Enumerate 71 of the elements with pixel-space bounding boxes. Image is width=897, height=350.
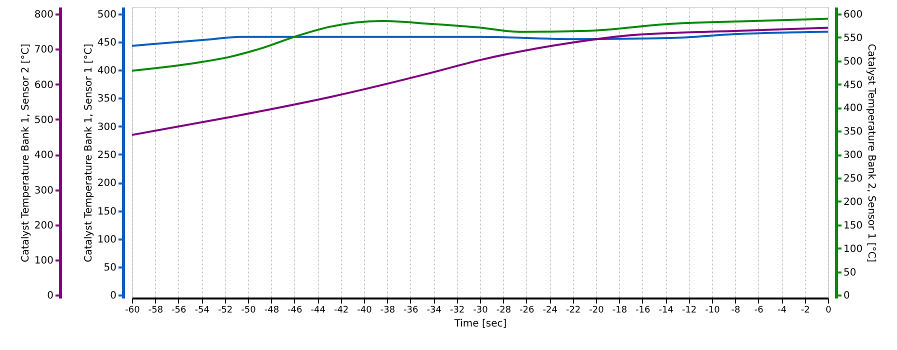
- y-tick-label: 300: [97, 122, 116, 133]
- x-tick-label: -58: [148, 306, 164, 316]
- y2-tick-label: 400: [844, 103, 863, 114]
- y3-tick-label: 300: [34, 185, 54, 196]
- y-tick-label: 0: [110, 290, 116, 302]
- y2-axis-title: Catalyst Temperature Bank 2, Sensor 1 [°C]: [866, 44, 877, 262]
- line-series: [131, 30, 829, 47]
- x-tick-label: -60: [125, 306, 140, 316]
- x-tick-label: -40: [357, 306, 372, 316]
- x-tick-label: -28: [496, 306, 512, 316]
- y3-tick-label: 200: [34, 220, 54, 232]
- x-axis-title: Time [sec]: [453, 318, 507, 330]
- x-tick-label: -38: [380, 306, 396, 316]
- y3-tick-label: 700: [34, 44, 54, 56]
- x-tick-label: -42: [334, 306, 349, 316]
- y-tick-label: 50: [104, 262, 116, 274]
- y3-tick-label: 600: [34, 80, 54, 91]
- x-tick-label: -46: [288, 306, 303, 316]
- y2-tick-label: 600: [844, 10, 863, 21]
- x-tick-label: -10: [705, 306, 720, 316]
- y-tick-label: 400: [97, 66, 116, 77]
- x-tick-label: -32: [450, 306, 465, 316]
- y2-tick-label: 550: [844, 32, 863, 44]
- line-series: [131, 18, 829, 72]
- y-tick-label: 100: [97, 234, 116, 246]
- x-tick-label: -30: [473, 306, 488, 316]
- y2-tick-label: 350: [844, 126, 863, 138]
- x-tick-label: -8: [731, 306, 740, 316]
- y-axis-title: Catalyst Temperature Bank 1, Sensor 1 [°C]: [83, 44, 94, 262]
- y-tick-label: 250: [97, 150, 116, 161]
- y-tick-label: 150: [97, 206, 116, 218]
- x-tick-label: -34: [426, 306, 442, 316]
- x-tick-label: -2: [800, 306, 810, 316]
- x-tick-label: -18: [612, 306, 628, 316]
- y2-tick-label: 100: [844, 244, 863, 255]
- y3-tick-label: 500: [34, 114, 54, 126]
- y3-tick-label: 0: [47, 290, 54, 302]
- y3-tick-label: 100: [34, 256, 54, 267]
- x-tick-label: -50: [241, 306, 256, 316]
- y3-axis-title: Catalyst Temperature Bank 1, Sensor 2 [°C]: [20, 44, 32, 262]
- y2-tick-label: 150: [844, 220, 863, 232]
- y-tick-label: 450: [97, 37, 116, 48]
- x-tick-label: -48: [264, 306, 280, 316]
- x-tick-label: -54: [194, 306, 210, 316]
- x-tick-label: -16: [636, 306, 651, 316]
- y2-tick-label: 250: [844, 174, 863, 185]
- y-tick-label: 200: [97, 178, 116, 190]
- x-tick-label: -12: [682, 306, 697, 316]
- x-tick-label: -36: [404, 306, 419, 316]
- x-tick-label: 0: [826, 306, 832, 316]
- y2-tick-label: 50: [844, 267, 856, 278]
- y3-tick-label: 400: [34, 150, 54, 162]
- y-tick-label: 350: [97, 94, 116, 105]
- x-tick-label: -56: [172, 306, 187, 316]
- x-tick-label: -44: [310, 306, 326, 316]
- x-tick-label: -52: [218, 306, 233, 316]
- x-tick-label: -4: [778, 306, 787, 316]
- x-tick-label: -26: [520, 306, 535, 316]
- y-tick-label: 500: [97, 9, 116, 20]
- y2-tick-label: 500: [844, 56, 863, 68]
- y2-tick-label: 300: [844, 150, 863, 162]
- y2-tick-label: 0: [844, 290, 850, 302]
- x-tick-label: -20: [589, 306, 604, 316]
- x-tick-label: -6: [754, 306, 764, 316]
- x-tick-label: -22: [566, 306, 581, 316]
- line-series: [131, 26, 829, 136]
- y2-tick-label: 450: [844, 80, 863, 91]
- y3-tick-label: 800: [34, 10, 54, 21]
- y2-tick-label: 200: [844, 196, 863, 208]
- x-tick-label: -24: [542, 306, 558, 316]
- x-tick-label: -14: [658, 306, 674, 316]
